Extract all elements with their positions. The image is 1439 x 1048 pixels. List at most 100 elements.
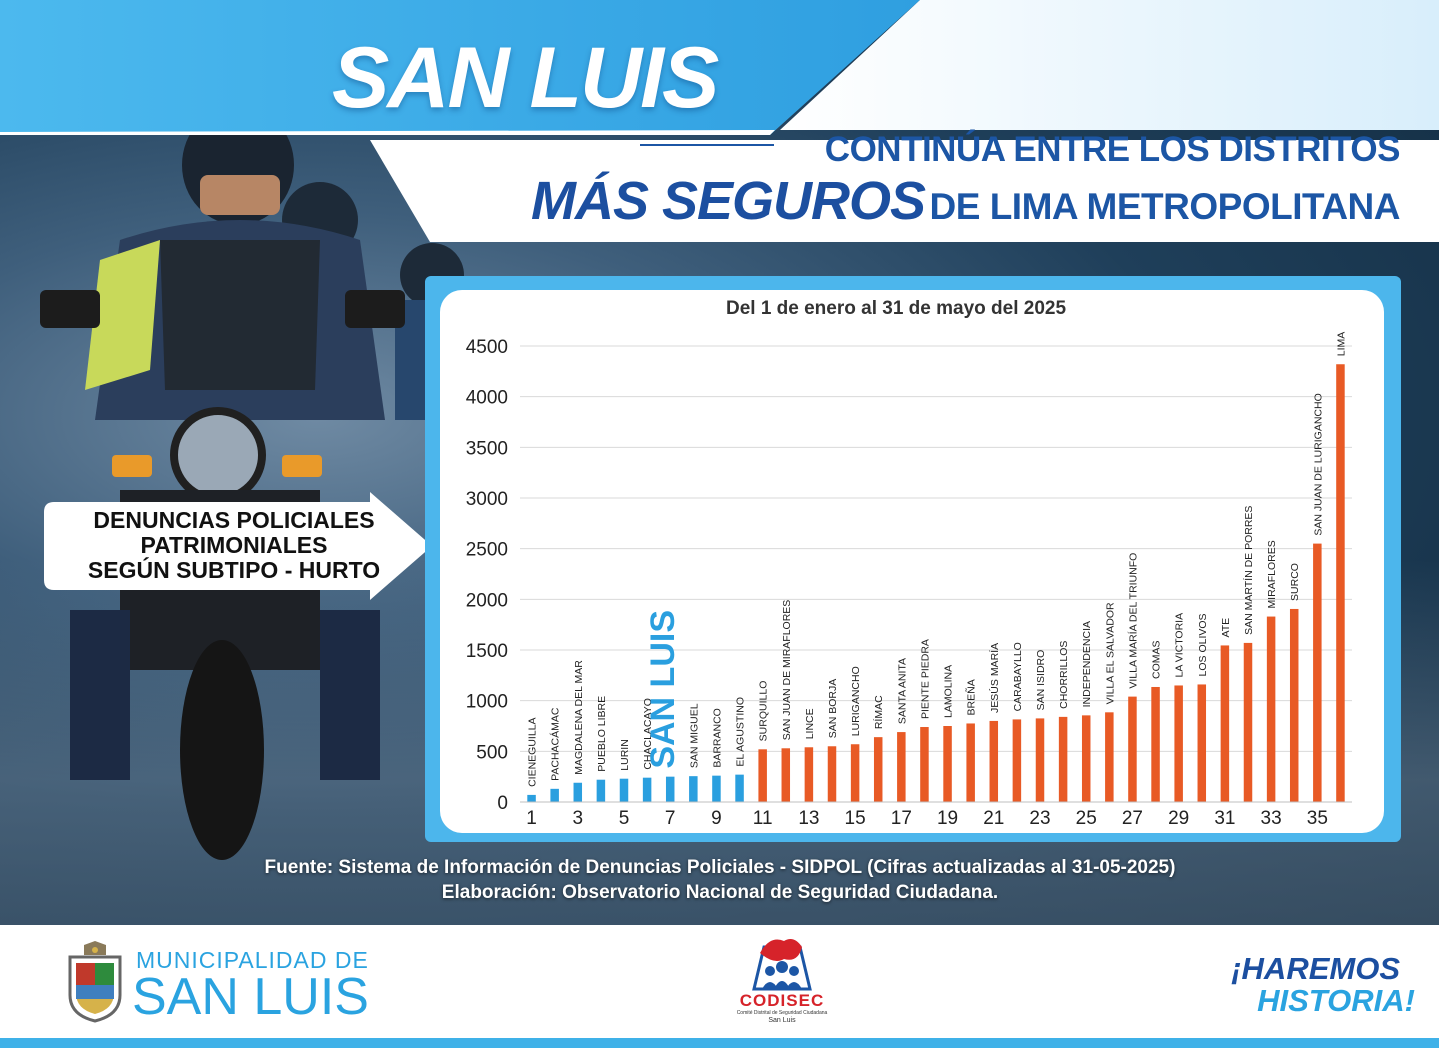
bar (943, 726, 952, 802)
chart-title: Del 1 de enero al 31 de mayo del 2025 (726, 298, 1066, 319)
source-note: Fuente: Sistema de Información de Denunc… (264, 857, 1176, 878)
bar (1012, 719, 1022, 802)
bar-label: PIENTE PIEDRA (919, 639, 931, 719)
bar (1313, 543, 1322, 802)
x-tick-label: 35 (1307, 808, 1328, 829)
bar (1220, 645, 1230, 802)
x-tick-label: 31 (1214, 808, 1235, 829)
bar (527, 794, 536, 802)
bar (1151, 686, 1160, 802)
bar-label: SAN ISIDRO (1035, 650, 1047, 711)
callout-text: DENUNCIAS POLICIALES PATRIMONIALES SEGÚN… (48, 508, 420, 583)
bar-label: LOS OLIVOS (1197, 613, 1209, 676)
bar (735, 774, 744, 802)
chart-panel: Del 1 de enero al 31 de mayo del 2025 0 50… (440, 290, 1384, 833)
bar (712, 775, 721, 802)
bar-label: LAMOLINA (943, 665, 955, 718)
bar-label: SANTA ANITA (896, 658, 908, 724)
y-tick-label: 500 (476, 742, 508, 763)
bar-label: BARRANCO (711, 708, 723, 768)
municipality-label: MUNICIPALIDAD DE (136, 947, 369, 973)
municipal-crest-icon (68, 941, 122, 1023)
headline-emphasis: MÁS SEGUROS (531, 171, 926, 231)
bar (1128, 696, 1137, 802)
bar (1174, 685, 1183, 802)
header-band (0, 0, 1439, 250)
codisec-subtitle: Comité Distrital de Seguridad Ciudadana (736, 1010, 828, 1016)
x-tick-label: 25 (1076, 808, 1097, 829)
bar (873, 737, 883, 802)
bar-label: PACHACÁMAC (549, 707, 562, 781)
callout-line-2: PATRIMONIALES (140, 532, 328, 558)
x-tick-label: 15 (845, 808, 866, 829)
bar (897, 732, 906, 802)
bar-chart: Del 1 de enero al 31 de mayo del 2025 0 50… (466, 298, 1352, 829)
footer: MUNICIPALIDAD DE SAN LUIS CODISEC Comité… (0, 925, 1439, 1048)
bar-label: SAN BORJA (827, 679, 839, 739)
elaboration-note: Elaboración: Observatorio Nacional de Se… (441, 882, 999, 903)
bar-label: ATE (1220, 618, 1232, 638)
y-tick-label: 3000 (466, 489, 508, 510)
x-tick-label: 23 (1029, 808, 1050, 829)
bar-label: SAN MARTÍN DE PORRES (1242, 506, 1255, 635)
bar-label: CHORRILLOS (1058, 641, 1070, 709)
bar-label: SAN LUIS (644, 610, 682, 769)
x-tick-label: 21 (983, 808, 1004, 829)
bar-label: SAN JUAN DE LURIGANCHO (1312, 393, 1324, 535)
bar (550, 788, 559, 802)
bar (1081, 715, 1091, 802)
bar-label: MIRAFLORES (1266, 540, 1278, 608)
bar-label: VILLA MARÍA DEL TRIUNFO (1126, 553, 1139, 689)
bar (920, 727, 929, 802)
y-tick-label: 4500 (466, 337, 508, 358)
bar (596, 779, 606, 802)
bar-label: JESÚS MARÍA (988, 643, 1001, 713)
y-tick-label: 4000 (466, 388, 508, 409)
bar-label: EL AGUSTINO (735, 697, 747, 767)
y-tick-label: 2500 (466, 540, 508, 561)
codisec-district: San Luis (768, 1017, 796, 1024)
bar-label: SURQUILLO (758, 681, 770, 742)
y-tick-label: 0 (497, 793, 508, 814)
bar-label: CARABAYLLO (1012, 642, 1024, 711)
bar (1243, 642, 1253, 802)
y-tick-label: 1000 (466, 692, 508, 713)
x-tick-label: 13 (798, 808, 819, 829)
callout-arrow: DENUNCIAS POLICIALES PATRIMONIALES SEGÚN… (40, 492, 440, 600)
y-tick-label: 1500 (466, 641, 508, 662)
bar-label: SAN MIGUEL (688, 703, 700, 768)
x-tick-label: 27 (1122, 808, 1143, 829)
bar (850, 744, 860, 802)
bar (1336, 364, 1345, 802)
bar (804, 747, 814, 802)
bar (1197, 684, 1207, 802)
bar (619, 778, 629, 802)
codisec-logo-icon (752, 939, 812, 991)
slogan-line-2: HISTORIA! (1257, 983, 1415, 1018)
x-tick-label: 19 (937, 808, 958, 829)
bar-label: PUEBLO LIBRE (596, 696, 608, 772)
slogan-line-1: ¡HAREMOS (1231, 951, 1400, 986)
bar (1266, 616, 1276, 802)
bar (758, 749, 767, 802)
x-tick-label: 29 (1168, 808, 1189, 829)
headline-line-2: MÁS SEGUROS DE LIMA METROPOLITANA (440, 170, 1400, 232)
bar-label: LURIGANCHO (850, 666, 862, 736)
footer-accent-line (0, 1038, 1439, 1048)
codisec-name: CODISEC (739, 991, 825, 1010)
x-tick-label: 3 (572, 808, 583, 829)
bar-label: LA VICTORIA (1174, 613, 1186, 678)
bar-label: LIMA (1335, 332, 1347, 357)
bar (573, 782, 583, 802)
bar-label: INDEPENDENCIA (1081, 621, 1093, 707)
bar-label: BREÑA (965, 679, 978, 715)
callout-line-1: DENUNCIAS POLICIALES (93, 507, 375, 533)
bar (989, 720, 999, 802)
headline-line-1: CONTINÚA ENTRE LOS DISTRITOS (824, 130, 1401, 169)
page-title: SAN LUIS (332, 30, 719, 126)
bar-label: RÍMAC (872, 695, 885, 729)
bar-label: COMAS (1151, 640, 1163, 679)
bar-label: SURCO (1289, 563, 1301, 601)
x-tick-label: 11 (753, 808, 773, 829)
bar-label: LINCE (804, 708, 816, 739)
